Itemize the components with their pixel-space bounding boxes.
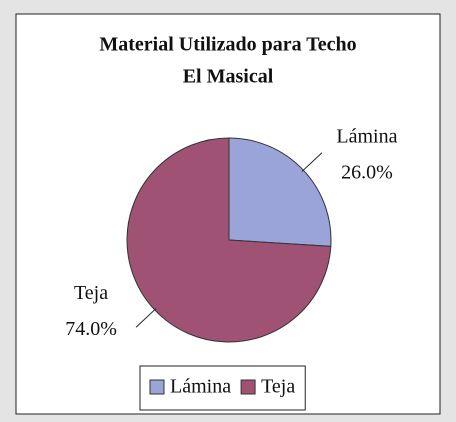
legend-swatch [149,379,165,395]
legend-swatch [240,379,256,395]
leader-line [135,308,157,328]
legend-label: Teja [261,376,295,398]
slice-label: Teja [74,282,108,304]
slice-value-label: 26.0% [341,161,393,183]
slice-label: Lámina [336,125,397,147]
legend-label: Lámina [170,376,231,398]
leader-line [301,152,323,172]
chart-title: Material Utilizado para Techo [99,34,356,56]
slice-value-label: 74.0% [65,318,117,340]
legend-box [139,365,306,411]
chart-subtitle: El Masical [183,66,274,88]
